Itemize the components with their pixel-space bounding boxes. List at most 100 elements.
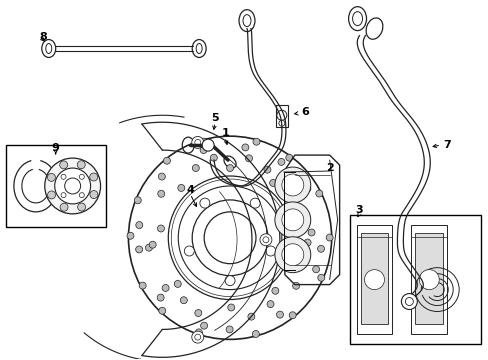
Circle shape (250, 198, 260, 208)
Circle shape (265, 246, 275, 256)
Text: 1: 1 (221, 128, 228, 138)
Bar (356, 225, 392, 334)
Circle shape (401, 293, 416, 310)
Circle shape (158, 190, 164, 197)
Text: 8: 8 (39, 32, 46, 41)
Circle shape (200, 138, 207, 145)
Circle shape (242, 144, 248, 151)
Circle shape (317, 274, 324, 281)
Circle shape (281, 209, 303, 231)
Circle shape (192, 165, 199, 171)
Bar (410, 225, 447, 334)
Circle shape (90, 190, 98, 199)
Circle shape (180, 297, 187, 304)
Circle shape (227, 304, 234, 311)
Circle shape (304, 185, 310, 192)
Circle shape (295, 226, 302, 233)
Circle shape (224, 276, 235, 285)
Circle shape (274, 167, 310, 203)
Circle shape (149, 241, 156, 248)
Circle shape (276, 110, 286, 120)
Circle shape (252, 138, 260, 145)
Circle shape (274, 202, 310, 238)
Circle shape (247, 313, 254, 320)
Circle shape (61, 193, 66, 198)
Circle shape (178, 184, 184, 192)
Circle shape (263, 237, 268, 243)
Text: 6: 6 (300, 107, 308, 117)
Text: 5: 5 (211, 113, 219, 123)
Circle shape (419, 270, 438, 289)
Circle shape (47, 191, 56, 199)
Circle shape (60, 203, 68, 211)
Circle shape (317, 245, 324, 252)
Circle shape (163, 157, 170, 164)
Circle shape (194, 334, 201, 340)
Circle shape (79, 174, 84, 179)
Circle shape (285, 154, 292, 161)
Text: 2: 2 (325, 163, 333, 173)
Circle shape (312, 266, 319, 273)
Text: 9: 9 (52, 143, 60, 153)
Circle shape (191, 331, 203, 343)
Circle shape (276, 311, 283, 318)
Circle shape (200, 147, 207, 153)
Circle shape (77, 161, 85, 169)
Circle shape (281, 174, 303, 196)
Circle shape (274, 237, 310, 273)
Circle shape (78, 203, 85, 211)
Text: 7: 7 (443, 140, 450, 150)
Circle shape (61, 174, 66, 179)
Circle shape (281, 244, 303, 266)
Circle shape (79, 193, 84, 198)
Circle shape (252, 330, 259, 337)
Circle shape (194, 139, 201, 145)
Circle shape (210, 154, 217, 161)
Circle shape (47, 174, 55, 181)
Circle shape (288, 312, 296, 319)
Bar (275, 105, 287, 127)
Circle shape (325, 234, 332, 241)
Circle shape (64, 178, 81, 194)
Circle shape (200, 198, 209, 208)
Circle shape (226, 165, 233, 171)
Circle shape (195, 329, 202, 336)
Circle shape (55, 168, 90, 204)
Circle shape (264, 166, 270, 173)
Circle shape (260, 234, 271, 246)
Circle shape (184, 246, 194, 256)
Circle shape (194, 310, 202, 316)
Bar (360, 233, 387, 324)
Circle shape (307, 229, 314, 236)
Circle shape (225, 326, 233, 333)
Circle shape (157, 225, 164, 232)
Circle shape (158, 173, 165, 180)
Circle shape (200, 322, 207, 329)
Circle shape (134, 197, 141, 204)
Circle shape (90, 173, 98, 181)
Bar (414, 233, 442, 324)
Circle shape (315, 190, 322, 197)
Circle shape (292, 282, 299, 289)
Circle shape (364, 270, 384, 289)
Circle shape (136, 221, 142, 229)
Circle shape (139, 282, 146, 289)
Circle shape (174, 280, 181, 287)
Circle shape (135, 246, 142, 253)
Circle shape (202, 139, 214, 151)
Circle shape (159, 307, 165, 314)
Circle shape (60, 161, 67, 169)
Circle shape (266, 301, 273, 307)
Bar (349, 215, 480, 345)
Bar (6, 145, 105, 227)
Circle shape (127, 232, 134, 239)
Circle shape (269, 179, 276, 186)
Circle shape (157, 294, 164, 301)
Circle shape (304, 239, 310, 246)
Circle shape (162, 284, 169, 292)
Circle shape (277, 158, 285, 165)
Circle shape (45, 158, 101, 214)
Circle shape (291, 185, 298, 192)
Circle shape (245, 155, 252, 162)
Text: 3: 3 (355, 205, 363, 215)
